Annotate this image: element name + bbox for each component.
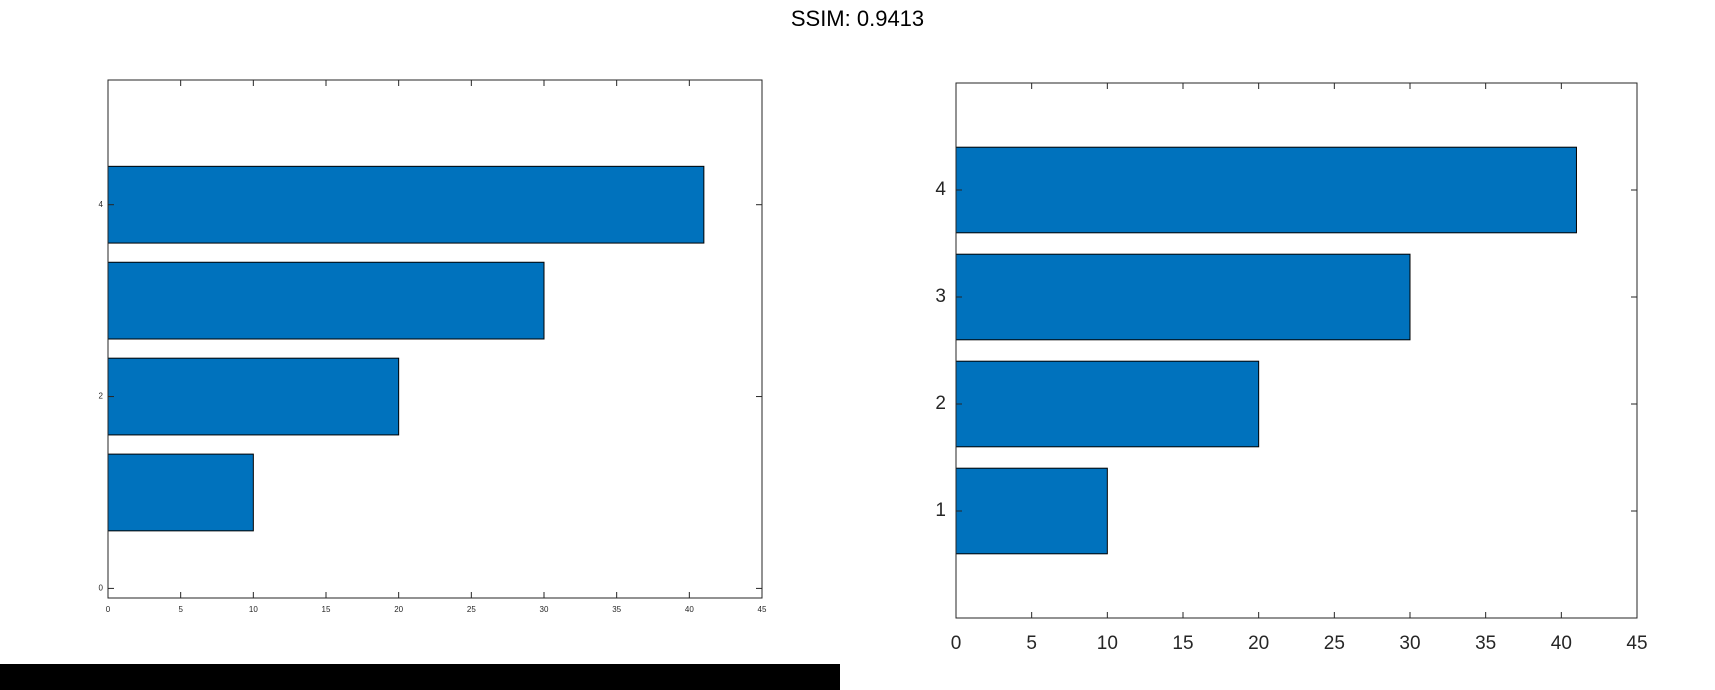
black-band: [0, 664, 840, 690]
y-tick-label: 0: [99, 584, 104, 593]
bar-3: [955, 253, 1411, 341]
x-tick-label: 0: [106, 605, 111, 614]
x-tick-label: 35: [612, 605, 621, 614]
x-tick-label: 15: [322, 605, 331, 614]
bar-3: [107, 261, 545, 340]
axes-box: [107, 79, 763, 599]
bar-4: [955, 146, 1577, 234]
page-title: SSIM: 0.9413: [790, 6, 925, 31]
axes-box: [955, 82, 1638, 619]
bar-1: [955, 467, 1108, 555]
y-tick-label: 2: [935, 393, 946, 414]
bar-chart-2: 0 5 10 15 20 25 30 35 40 45 1 2 3 4: [935, 82, 1648, 654]
x-tick-label: 45: [758, 605, 767, 614]
x-tick-label: 20: [394, 605, 403, 614]
x-tick-label: 30: [1399, 633, 1420, 654]
x-tick-label: 15: [1172, 633, 1193, 654]
x-tick-label: 0: [951, 633, 962, 654]
x-tick-label: 10: [249, 605, 258, 614]
x-tick-label: 25: [1324, 633, 1345, 654]
x-tick-label: 5: [1026, 633, 1037, 654]
x-tick-label: 45: [1626, 633, 1647, 654]
y-tick-label: 4: [99, 200, 104, 209]
x-tick-label: 40: [1551, 633, 1572, 654]
bar-4: [107, 165, 705, 244]
x-tick-label: 5: [178, 605, 183, 614]
bar-2: [107, 357, 400, 436]
x-tick-label: 30: [540, 605, 549, 614]
bar-2: [955, 360, 1260, 448]
y-tick-label: 4: [935, 179, 946, 200]
x-tick-label: 10: [1097, 633, 1118, 654]
x-tick-label: 35: [1475, 633, 1496, 654]
x-tick-label: 40: [685, 605, 694, 614]
y-tick-label: 3: [935, 286, 946, 307]
bar-chart-1: 0 5 10 15 20 25 30 35 40 45 0 2 4: [99, 79, 767, 614]
y-tick-label: 1: [935, 500, 946, 521]
x-tick-label: 20: [1248, 633, 1269, 654]
x-tick-label: 25: [467, 605, 476, 614]
y-tick-label: 2: [99, 392, 104, 401]
bar-1: [107, 453, 254, 532]
